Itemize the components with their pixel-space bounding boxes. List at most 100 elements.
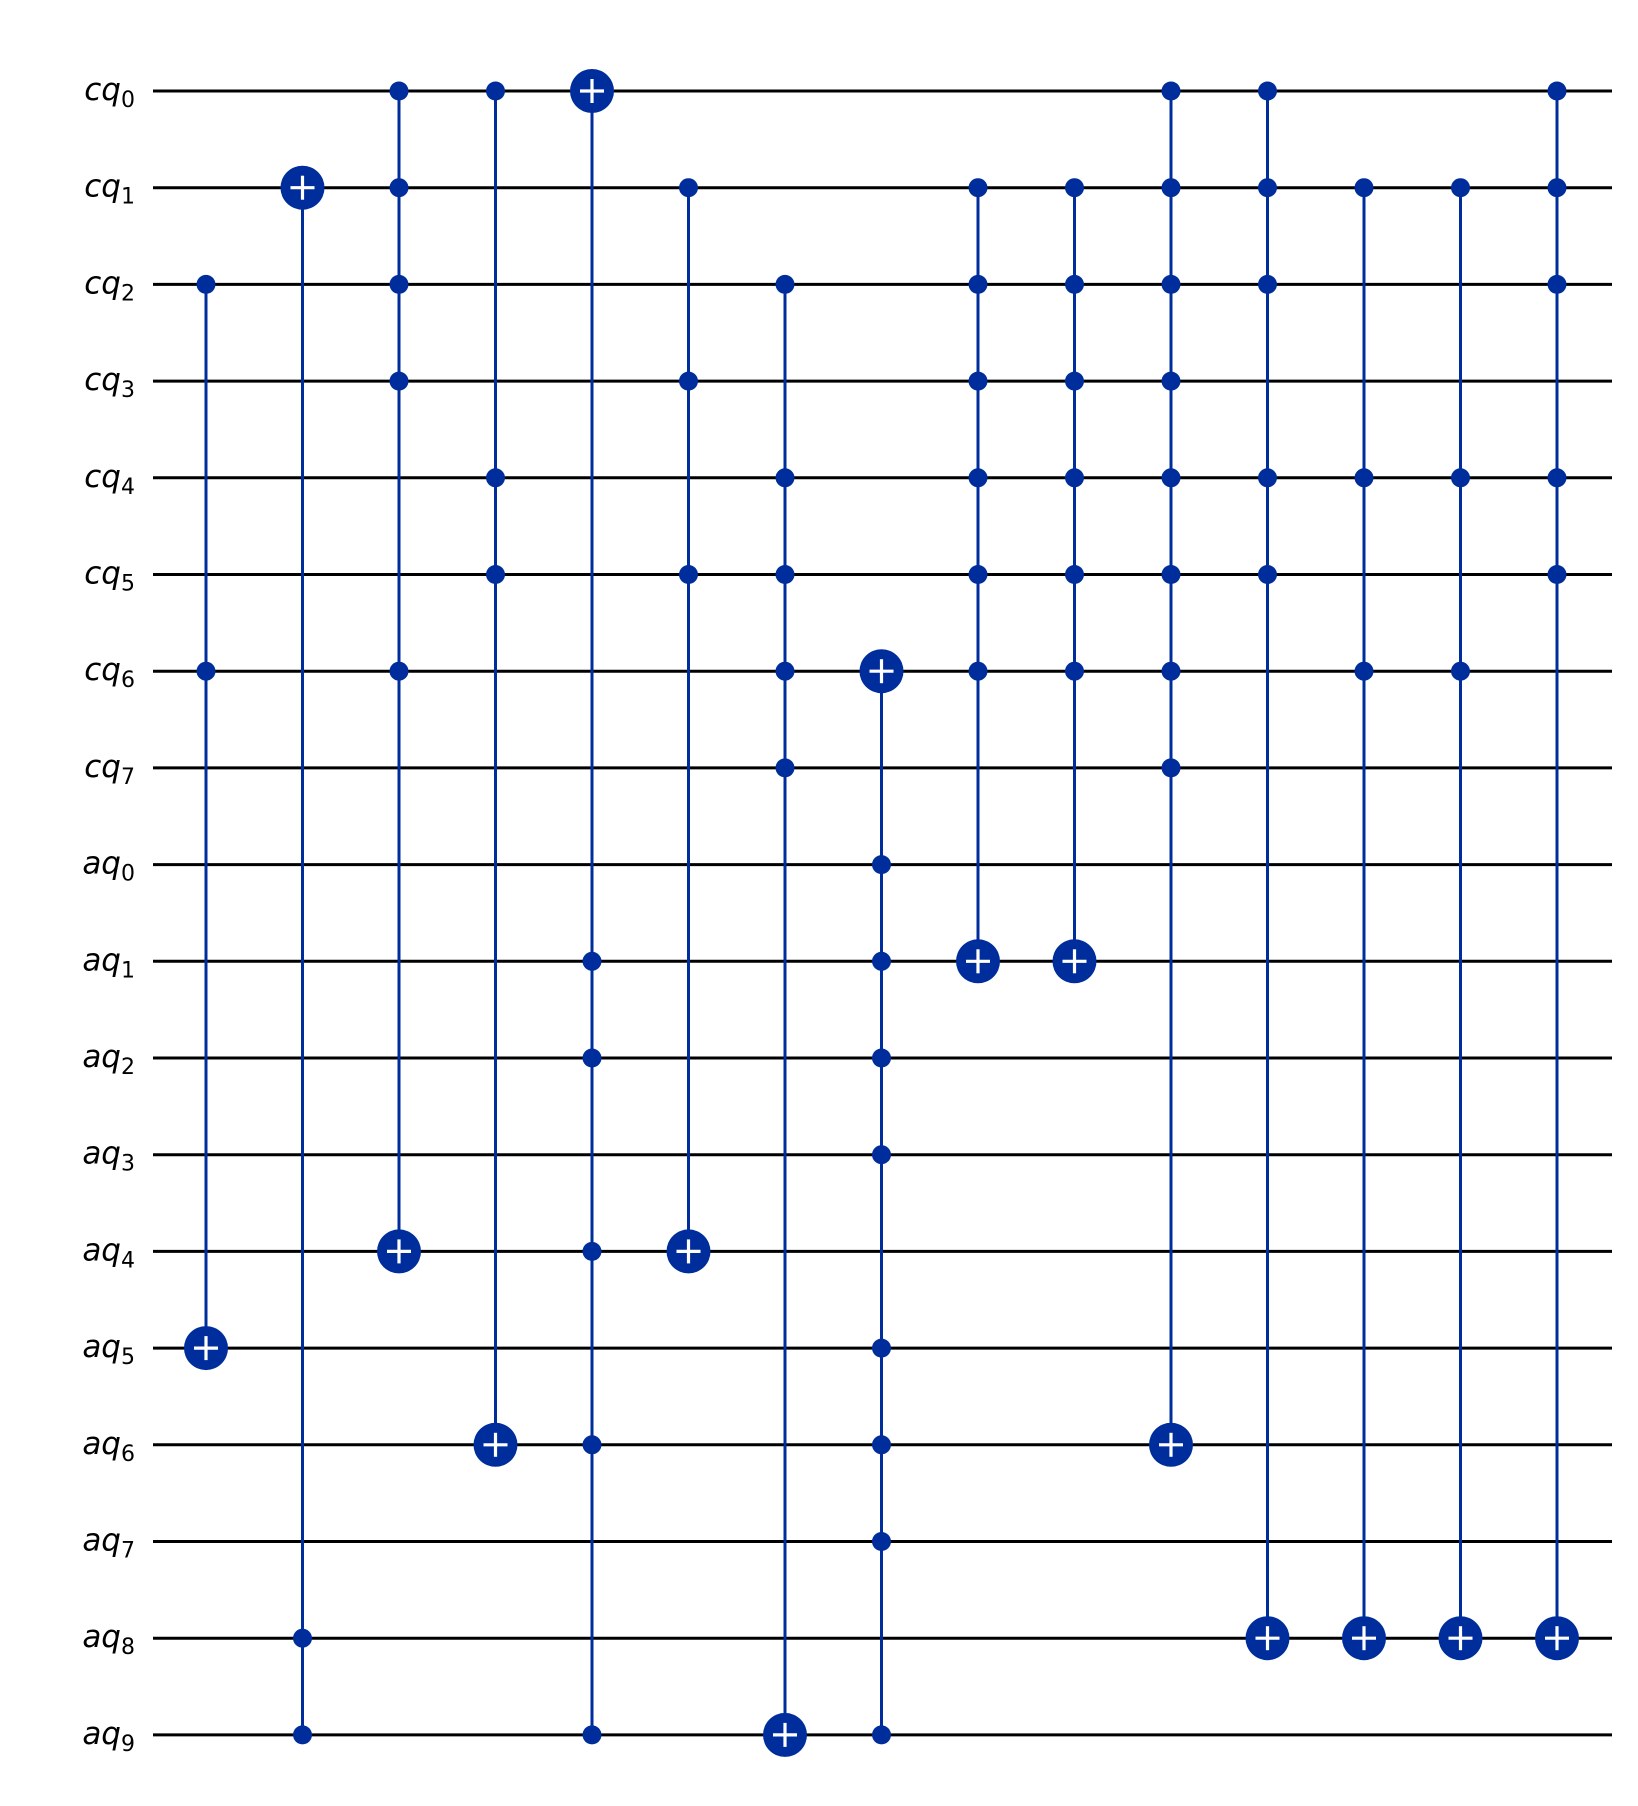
control-dot <box>1065 274 1084 294</box>
mcx-gate-0 <box>184 274 228 1371</box>
qubit-label-base: aq <box>82 1426 121 1462</box>
qubit-label-index: 7 <box>121 765 135 790</box>
control-dot <box>1354 178 1374 198</box>
qubit-label-index: 9 <box>121 1732 135 1757</box>
mcx-gate-8 <box>956 178 1000 984</box>
mcx-gate-1 <box>280 165 325 1745</box>
qubit-label-base: aq <box>82 1039 121 1075</box>
mcx-gate-3 <box>473 81 518 1467</box>
control-dot <box>389 274 409 294</box>
control-dot <box>872 1532 891 1551</box>
control-dot <box>968 371 988 391</box>
qubit-label-base: aq <box>82 1136 121 1172</box>
control-dot <box>582 1725 602 1745</box>
qubit-label-index: 4 <box>121 475 135 500</box>
target-oplus-icon <box>763 1712 807 1757</box>
target-oplus-icon <box>859 649 904 694</box>
control-dot <box>1161 371 1181 391</box>
control-dot <box>679 565 698 584</box>
control-dot <box>1451 661 1470 681</box>
qubit-label-index: 1 <box>121 958 135 983</box>
qubit-label-cq2: cq2 <box>84 265 135 306</box>
qubit-label-cq1: cq1 <box>84 169 135 210</box>
target-oplus-icon <box>1342 1616 1386 1661</box>
mcx-gate-9 <box>1052 178 1097 984</box>
control-dot <box>1354 661 1374 681</box>
control-dot <box>1547 565 1567 584</box>
qubit-label-base: cq <box>84 169 121 205</box>
control-dot <box>1547 468 1567 488</box>
control-dot <box>1547 274 1567 294</box>
control-dot <box>872 1145 891 1165</box>
control-dot <box>679 371 698 391</box>
qubit-labels: cq0cq1cq2cq3cq4cq5cq6cq7aq0aq1aq2aq3aq4a… <box>82 72 135 1757</box>
qubit-label-index: 3 <box>121 378 135 403</box>
qubit-label-index: 2 <box>121 1055 135 1080</box>
qubit-label-aq5: aq5 <box>82 1329 135 1370</box>
control-dot <box>1065 565 1084 584</box>
control-dot <box>1161 565 1181 584</box>
control-dot <box>775 274 795 294</box>
target-oplus-icon <box>1052 939 1097 984</box>
qubit-label-aq2: aq2 <box>82 1039 135 1080</box>
control-dot <box>486 565 505 584</box>
control-dot <box>1161 468 1181 488</box>
target-oplus-icon <box>473 1422 518 1467</box>
target-oplus-icon <box>1245 1616 1290 1661</box>
qubit-label-index: 8 <box>121 1635 135 1660</box>
qubit-label-base: cq <box>84 652 121 688</box>
control-dot <box>389 81 409 101</box>
control-dot <box>293 1628 312 1648</box>
qubit-label-index: 1 <box>121 185 135 210</box>
qubit-label-cq6: cq6 <box>84 652 135 693</box>
qubit-label-cq3: cq3 <box>84 362 135 403</box>
control-dot <box>196 274 216 294</box>
qubit-label-aq3: aq3 <box>82 1136 135 1177</box>
mcx-gate-5 <box>666 178 711 1274</box>
qubit-label-base: cq <box>84 362 121 398</box>
control-dot <box>389 661 409 681</box>
qubit-label-aq9: aq9 <box>82 1716 135 1757</box>
control-dot <box>1161 758 1181 778</box>
control-dot <box>872 1435 891 1455</box>
control-dot <box>872 855 891 875</box>
qubit-label-index: 6 <box>121 668 135 693</box>
control-dot <box>1258 468 1277 488</box>
control-dot <box>582 951 602 971</box>
qubit-label-index: 4 <box>121 1248 135 1273</box>
control-dot <box>1161 81 1181 101</box>
control-dot <box>1547 81 1567 101</box>
mcx-gate-4 <box>570 69 614 1745</box>
mcx-gate-6 <box>763 274 807 1757</box>
control-dot <box>1258 178 1277 198</box>
control-dot <box>775 661 795 681</box>
qubit-label-index: 0 <box>121 862 135 887</box>
control-dot <box>1451 468 1470 488</box>
control-dot <box>968 565 988 584</box>
mcx-gate-2 <box>377 81 421 1274</box>
qubit-label-base: aq <box>82 1232 121 1268</box>
control-dot <box>389 371 409 391</box>
target-oplus-icon <box>280 165 325 210</box>
control-dot <box>1258 274 1277 294</box>
control-dot <box>1451 178 1470 198</box>
mcx-gate-11 <box>1245 81 1290 1661</box>
control-dot <box>582 1241 602 1261</box>
control-dot <box>775 565 795 584</box>
qubit-label-aq8: aq8 <box>82 1619 135 1660</box>
qubit-label-base: cq <box>84 72 121 108</box>
control-dot <box>486 468 505 488</box>
qubit-label-base: aq <box>82 1523 121 1559</box>
control-dot <box>968 661 988 681</box>
qubit-label-base: cq <box>84 556 121 592</box>
control-dot <box>1065 468 1084 488</box>
control-dot <box>582 1048 602 1068</box>
control-dot <box>1065 371 1084 391</box>
qubit-label-base: aq <box>82 942 121 978</box>
qubit-label-cq5: cq5 <box>84 556 135 597</box>
control-dot <box>872 1725 891 1745</box>
qubit-label-base: cq <box>84 749 121 785</box>
qubit-label-base: aq <box>82 1619 121 1655</box>
qubit-label-index: 3 <box>121 1152 135 1177</box>
